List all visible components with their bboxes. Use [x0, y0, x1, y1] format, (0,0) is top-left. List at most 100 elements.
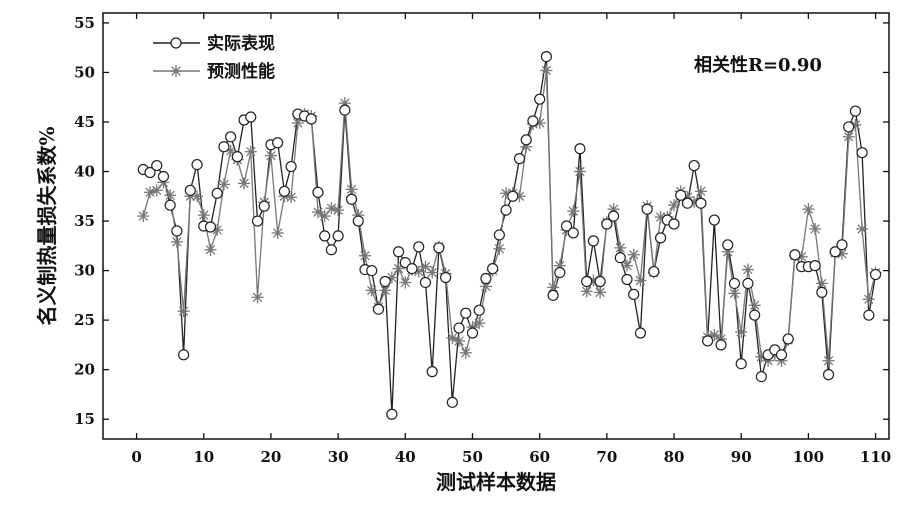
- asterisk-stroke: [501, 188, 511, 199]
- data-point-asterisk: [359, 249, 371, 262]
- data-point-circle: [345, 193, 358, 205]
- data-point-circle: [419, 276, 432, 289]
- asterisk-stroke: [346, 184, 357, 195]
- data-point-asterisk: [614, 241, 627, 254]
- data-point-circle: [822, 369, 835, 381]
- data-point-asterisk: [621, 259, 633, 272]
- markers-actual: [137, 50, 882, 420]
- data-point-circle: [460, 307, 472, 319]
- asterisk-stroke: [293, 118, 303, 128]
- data-point-circle: [607, 210, 620, 222]
- asterisk-stroke: [286, 192, 296, 202]
- data-point-circle: [587, 235, 600, 247]
- asterisk-stroke: [313, 207, 323, 217]
- data-point-circle: [782, 333, 794, 345]
- data-point-circle: [211, 187, 223, 199]
- asterisk-stroke: [548, 282, 558, 293]
- asterisk-stroke: [568, 206, 578, 216]
- asterisk-stroke: [199, 210, 209, 220]
- asterisk-stroke: [629, 250, 639, 260]
- data-point-circle: [581, 275, 593, 288]
- data-point-circle: [722, 239, 734, 251]
- data-point-circle: [708, 214, 720, 226]
- data-point-circle: [527, 115, 539, 127]
- data-point-circle: [487, 263, 499, 275]
- asterisk-stroke: [581, 286, 592, 297]
- asterisk-stroke: [252, 292, 263, 303]
- data-point-circle: [305, 113, 317, 125]
- data-point-circle: [843, 121, 855, 133]
- data-point-circle: [466, 327, 479, 339]
- data-point-asterisk: [399, 276, 412, 289]
- data-point-asterisk: [741, 263, 754, 276]
- data-point-circle: [742, 277, 754, 290]
- data-point-circle: [856, 147, 868, 159]
- data-point-asterisk: [211, 223, 224, 236]
- data-point-asterisk: [668, 199, 681, 212]
- asterisk-stroke: [360, 251, 370, 261]
- asterisk-stroke: [810, 224, 820, 234]
- asterisk-stroke: [622, 260, 632, 271]
- data-point-asterisk: [459, 346, 472, 359]
- asterisk-stroke: [272, 228, 283, 238]
- asterisk-stroke: [655, 212, 666, 222]
- data-point-asterisk: [264, 149, 277, 162]
- data-point-asterisk: [728, 287, 741, 300]
- asterisk-stroke: [461, 348, 471, 358]
- data-point-asterisk: [479, 280, 492, 293]
- x-axis-ticks: 0 10 20 30 40 50 60 70 80 90 100 110: [131, 13, 891, 466]
- data-point-asterisk: [567, 205, 580, 218]
- asterisk-stroke: [595, 287, 605, 298]
- data-point-circle: [513, 153, 526, 165]
- data-point-circle: [285, 160, 297, 173]
- legend-label-predicted: 预测性能: [207, 61, 275, 82]
- data-point-circle: [809, 260, 821, 272]
- x-tick-label: 30: [328, 448, 349, 466]
- asterisk-stroke: [447, 333, 458, 343]
- legend-label-actual: 实际表现: [207, 33, 275, 54]
- y-tick-label: 50: [74, 63, 95, 81]
- asterisk-stroke: [729, 288, 740, 299]
- asterisk-stroke: [246, 146, 256, 157]
- data-point-circle: [560, 220, 573, 232]
- x-tick-label: 40: [395, 448, 416, 466]
- asterisk-stroke: [165, 190, 175, 200]
- data-point-asterisk: [197, 209, 210, 222]
- data-point-circle: [433, 242, 445, 254]
- data-point-circle: [480, 272, 492, 285]
- data-point-asterisk: [540, 64, 553, 77]
- y-tick-label: 35: [74, 212, 95, 230]
- data-point-asterisk: [735, 326, 748, 339]
- x-tick-label: 80: [664, 448, 685, 466]
- y-axis-ticks: 15 20 25 30 35 40 45 50 55: [74, 14, 889, 428]
- data-point-circle: [473, 304, 485, 316]
- data-point-circle: [702, 335, 714, 347]
- data-point-circle: [621, 273, 633, 286]
- data-point-asterisk: [204, 243, 217, 256]
- data-point-circle: [406, 263, 418, 275]
- legend-marker-predicted: [170, 65, 182, 77]
- asterisk-stroke: [219, 179, 229, 190]
- asterisk-stroke: [736, 327, 746, 337]
- asterisk-stroke: [749, 300, 760, 310]
- legend-marker-actual: [170, 37, 182, 49]
- x-tick-label: 110: [860, 448, 891, 466]
- data-point-asterisk: [217, 178, 230, 191]
- asterisk-stroke: [843, 132, 854, 142]
- data-point-circle: [366, 264, 378, 277]
- data-point-asterisk: [453, 334, 466, 347]
- data-point-circle: [695, 197, 707, 209]
- asterisk-stroke: [420, 261, 431, 272]
- data-point-circle: [634, 327, 647, 339]
- data-point-circle: [258, 200, 270, 212]
- data-point-circle: [225, 131, 237, 143]
- x-tick-label: 60: [529, 448, 550, 466]
- data-point-circle: [392, 246, 405, 258]
- data-point-asterisk: [426, 266, 439, 279]
- data-point-circle: [251, 215, 264, 227]
- data-point-circle: [446, 396, 458, 408]
- data-point-asterisk: [170, 235, 183, 248]
- data-point-circle: [151, 159, 163, 172]
- y-tick-label: 20: [74, 361, 95, 379]
- data-point-circle: [325, 244, 338, 256]
